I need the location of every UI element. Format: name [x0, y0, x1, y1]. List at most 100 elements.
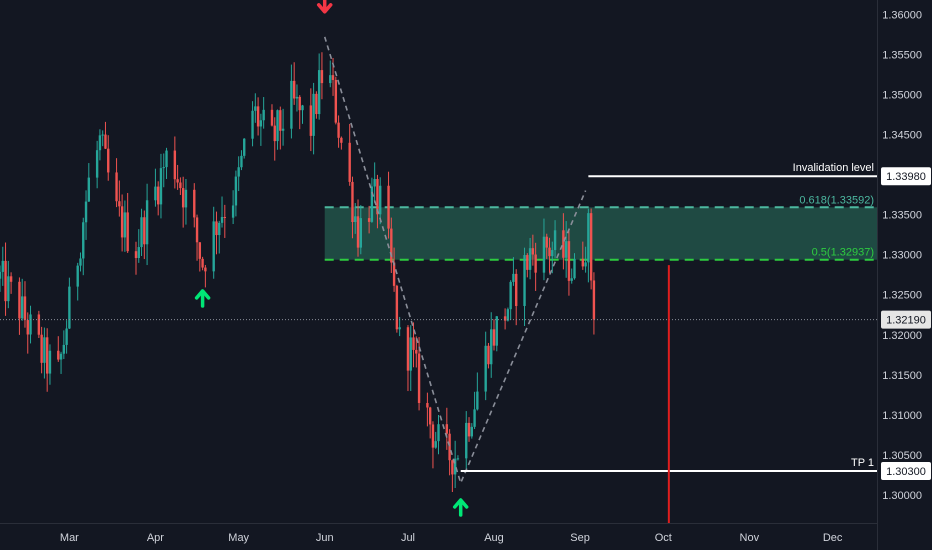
candle-body [173, 150, 177, 180]
candle-body [26, 320, 29, 335]
candle-body [512, 273, 515, 282]
candle-body [65, 328, 68, 345]
candle-body [412, 337, 415, 350]
candle-body [337, 122, 340, 138]
price-tick-label: 1.30500 [882, 450, 922, 462]
candle-body [256, 106, 260, 127]
candle-body [392, 262, 396, 286]
price-tick-label: 1.32000 [882, 330, 922, 342]
candle-body [201, 258, 204, 268]
candle-body [7, 276, 10, 302]
candle-body [193, 189, 196, 218]
candle-body [145, 200, 149, 245]
candle-body [162, 167, 165, 169]
candle-body [340, 137, 343, 143]
arrow-up-icon [194, 289, 211, 308]
candle-body [159, 168, 163, 205]
candle-body [390, 228, 393, 263]
candle-body [581, 258, 585, 267]
current-price-badge-bg [881, 310, 931, 329]
annotations-layer: Invalidation level TP 1 [0, 0, 877, 523]
candle-body [562, 230, 565, 258]
time-tick-label: May [228, 532, 249, 544]
candle-body [240, 155, 243, 168]
candle-body [43, 337, 46, 363]
price-tick-label: 1.31000 [882, 410, 922, 422]
candle-body [379, 185, 382, 215]
candle-body [428, 407, 432, 425]
candle-body [587, 213, 590, 263]
candle-body [195, 217, 199, 243]
price-axis[interactable]: 1.36000 1.35500 1.35000 1.34500 1.33500 1.330… [882, 9, 922, 502]
candle-body [373, 178, 376, 187]
price-tick-label: 1.35500 [882, 49, 922, 61]
fib-500-label: 0.5(1.32937) [812, 247, 874, 259]
tp-label: TP 1 [851, 457, 874, 469]
fib-zone-fill [324, 207, 877, 260]
candle-body [531, 248, 535, 255]
candle-body [21, 296, 24, 319]
candle-body [57, 350, 60, 360]
candle-body [118, 201, 121, 207]
candle-body [473, 409, 476, 427]
candle-body [570, 278, 573, 281]
time-axis[interactable]: Mar Apr May Jun Jul Aug Sep Oct Nov Dec [60, 532, 843, 544]
candle-body [176, 179, 179, 183]
candle-body [331, 75, 335, 80]
candle-body [484, 345, 487, 392]
candle-body [448, 433, 451, 461]
candle-body [359, 218, 362, 248]
candle-body [181, 188, 185, 208]
candle-body [523, 255, 526, 306]
candle-body [45, 337, 49, 374]
candle-body [104, 134, 107, 149]
candle-body [218, 222, 221, 236]
candle-body [545, 236, 548, 248]
arrow-head [194, 289, 211, 300]
candle-body [351, 181, 354, 223]
candle-body [98, 135, 102, 151]
time-tick-label: Apr [147, 532, 164, 544]
candle-body [465, 422, 468, 459]
arrow-head [452, 498, 469, 509]
candle-body [467, 422, 471, 437]
arrow-up-icon [452, 498, 469, 517]
candle-body [376, 178, 379, 215]
candle-body [29, 314, 32, 335]
candle-body [406, 327, 410, 371]
candle-body [451, 460, 454, 475]
candle-body [354, 216, 357, 223]
price-tick-label: 1.36000 [882, 9, 922, 21]
candle-body [184, 189, 188, 208]
candle-body [273, 125, 276, 142]
candle-body [334, 79, 338, 123]
candle-body [434, 441, 437, 448]
candle-body [215, 221, 218, 236]
candle-body [40, 334, 43, 363]
candle-body [126, 212, 129, 252]
candle-body [259, 120, 263, 127]
candle-body [23, 296, 27, 321]
candle-body [120, 206, 124, 238]
price-tick-label: 1.35000 [882, 90, 922, 102]
candle-body [301, 105, 304, 111]
candle-body [487, 345, 490, 365]
candle-body [76, 265, 79, 287]
candle-body [254, 106, 257, 111]
price-tick-label: 1.31500 [882, 370, 922, 382]
candle-body [526, 255, 529, 270]
arrow-down-icon [316, 0, 333, 14]
price-tick-label: 1.30000 [882, 490, 922, 502]
candle-body [370, 186, 374, 222]
candle-body [62, 344, 66, 354]
candle-body [356, 216, 360, 248]
fib-618-label: 0.618(1.33592) [799, 194, 874, 206]
candle-body [0, 271, 2, 279]
price-tick-label: 1.34500 [882, 130, 922, 142]
tp-price-badge: 1.30300 [886, 466, 926, 478]
candle-body [237, 167, 240, 177]
time-tick-label: Mar [60, 532, 79, 544]
candle-body [243, 138, 246, 156]
candle-body [551, 250, 554, 257]
